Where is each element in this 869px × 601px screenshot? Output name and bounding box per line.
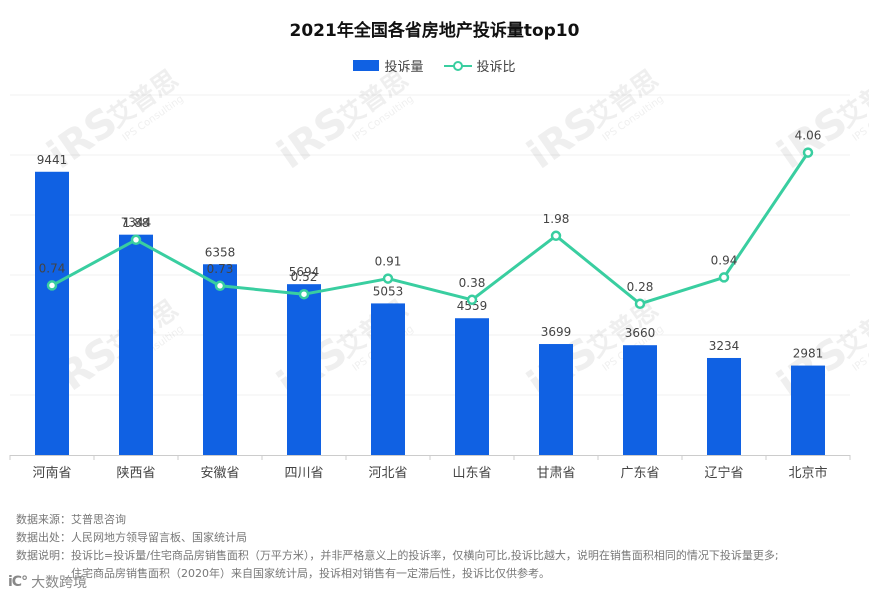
line-value-label: 0.94: [711, 253, 738, 267]
x-tick-label: 山东省: [452, 466, 491, 481]
line-point: [718, 272, 730, 283]
note-label: 数据出处：: [16, 531, 71, 544]
note-row: 数据说明：住宅商品房销售面积（2020年）来自国家统计局，投诉相对销售有一定滞后…: [16, 565, 779, 583]
bar: [455, 318, 489, 455]
line-series: [51, 151, 810, 306]
bar: [623, 345, 657, 455]
legend-item-line[interactable]: 投诉比: [443, 56, 516, 75]
bar: [119, 234, 153, 455]
note-row: 数据来源： 艾普思咨询: [16, 511, 779, 529]
x-tick-label: 陕西省: [116, 466, 155, 481]
legend-label-line: 投诉比: [476, 60, 516, 75]
bar-value-label: 4559: [457, 299, 488, 313]
line-value-label: 0.52: [291, 270, 318, 284]
line-value-label: 0.74: [39, 261, 66, 275]
x-tick-label: 广东省: [620, 466, 659, 481]
line-value-label: 0.38: [459, 276, 486, 290]
note-label: 数据来源：: [16, 513, 71, 526]
line-value-label: 1.98: [543, 212, 570, 226]
line-point: [214, 280, 226, 292]
bar-value-label: 5694: [289, 265, 320, 279]
bar-value-label: 2981: [793, 347, 824, 361]
line-point: [382, 273, 394, 284]
line-point: [130, 234, 142, 246]
bar: [707, 357, 741, 455]
line-value-label: 4.06: [795, 129, 822, 143]
bar: [35, 171, 69, 455]
note-text: 投诉比=投诉量/住宅商品房销售面积（万平方米），并非严格意义上的投诉率，仅横向可…: [71, 549, 779, 562]
bar: [287, 284, 321, 455]
bar-value-label: 5053: [373, 284, 404, 298]
line-point: [46, 280, 58, 291]
note-row: 数据出处： 人民网地方领导留言板、国家统计局: [16, 529, 779, 547]
brand-text: 大数跨境: [31, 575, 88, 591]
legend-label-bar: 投诉量: [384, 60, 424, 75]
brand: iC° 大数跨境: [8, 572, 87, 592]
x-tick-label: 辽宁省: [704, 465, 743, 481]
bar-value-label: 3699: [541, 325, 572, 339]
bar: [539, 344, 573, 455]
note-text: 住宅商品房销售面积（2020年）来自国家统计局，投诉相对销售有一定滞后性，投诉比…: [71, 567, 550, 580]
note-label: 数据说明：: [16, 549, 71, 562]
brand-logo-icon: iC°: [8, 574, 28, 590]
note-text: 艾普思咨询: [71, 513, 126, 526]
note-row: 数据说明： 投诉比=投诉量/住宅商品房销售面积（万平方米），并非严格意义上的投诉率…: [16, 547, 779, 565]
line-point: [298, 288, 310, 300]
bar-value-label: 6358: [205, 245, 236, 259]
bar-value-label: 3234: [709, 339, 740, 353]
x-tick-label: 河北省: [368, 466, 407, 481]
bar: [791, 365, 825, 455]
line-point: [802, 147, 814, 158]
bar: [371, 303, 405, 455]
line-value-label: 0.91: [375, 255, 402, 269]
note-text: 人民网地方领导留言板、国家统计局: [71, 531, 247, 544]
line-point: [634, 298, 646, 310]
x-tick-label: 甘肃省: [536, 466, 575, 481]
legend-line-swatch: [443, 60, 472, 71]
chart-title: 2021年全国各省房地产投诉量top10: [289, 21, 580, 41]
line-value-label: 0.73: [207, 262, 234, 276]
x-tick-label: 安徽省: [200, 466, 239, 481]
line-point: [550, 230, 562, 242]
x-tick-label: 河南省: [32, 465, 71, 481]
bar-value-label: 3660: [625, 326, 656, 340]
line-value-label: 0.28: [627, 280, 654, 294]
x-tick-label: 四川省: [284, 466, 323, 481]
x-tick-label: 北京市: [788, 465, 827, 481]
bar-value-label: 7344: [121, 216, 152, 230]
line-value-label: 1.88: [123, 216, 150, 230]
bar-value-label: 9441: [37, 153, 68, 167]
legend-bar-swatch: [353, 60, 380, 71]
legend-item-bar[interactable]: 投诉量: [353, 56, 424, 75]
legend: 投诉量 投诉比: [0, 56, 869, 75]
line-point: [466, 294, 478, 306]
data-notes: 数据来源： 艾普思咨询 数据出处： 人民网地方领导留言板、国家统计局 数据说明： 投诉比=…: [16, 511, 779, 583]
bar: [203, 264, 237, 455]
